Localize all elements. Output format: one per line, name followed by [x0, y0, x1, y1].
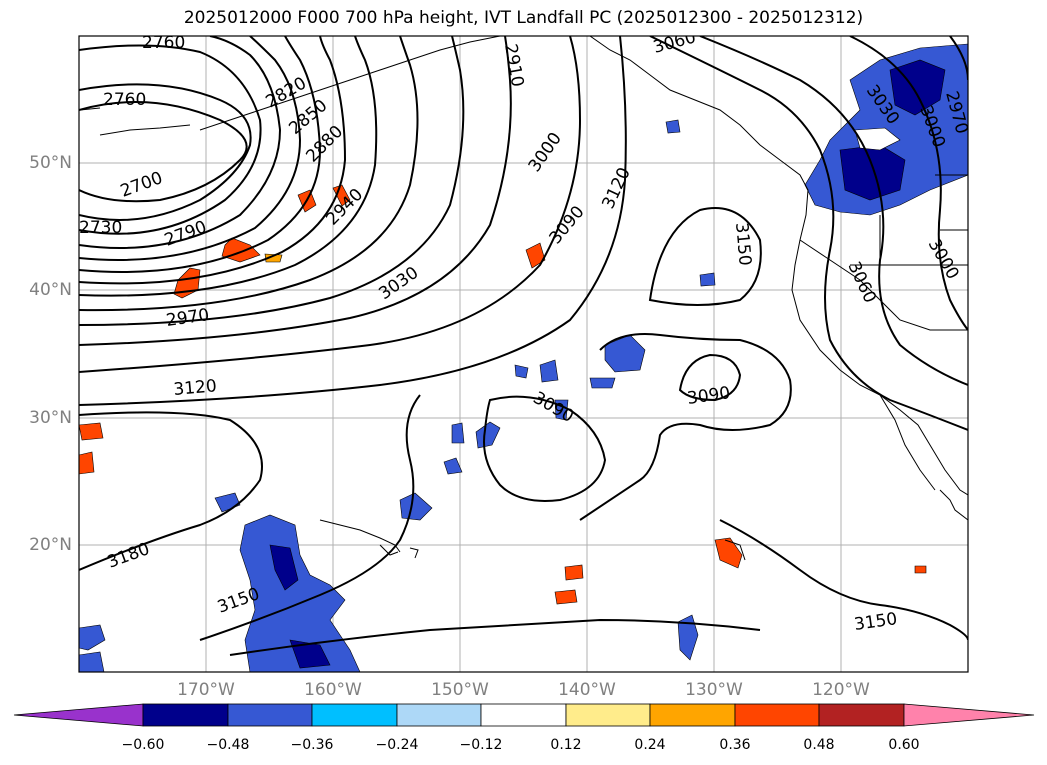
colorbar-swatch [480, 703, 567, 727]
colorbar-swatch [734, 703, 820, 727]
lon-label-150w: 150°W [431, 680, 489, 700]
colorbar-swatch [227, 703, 313, 727]
lat-label-30n: 30°N [29, 408, 72, 428]
colorbar-tick: −0.60 [121, 737, 165, 753]
lon-label-160w: 160°W [304, 680, 362, 700]
colorbar [13, 703, 1035, 727]
map-frame [78, 35, 969, 673]
colorbar-swatch [565, 703, 651, 727]
lon-label-130w: 130°W [685, 680, 743, 700]
colorbar-tick: −0.24 [375, 737, 419, 753]
lat-label-50n: 50°N [29, 153, 72, 173]
lon-label-120w: 120°W [812, 680, 870, 700]
contour-label: 3150 [731, 222, 755, 267]
height-contours [79, 36, 968, 656]
colorbar-swatch [649, 703, 736, 727]
colorbar-tick: −0.48 [206, 737, 250, 753]
colorbar-swatch [311, 703, 398, 727]
gridlines [79, 36, 968, 672]
contour-label: 2760 [142, 33, 185, 53]
colorbar-extend-low [13, 703, 144, 727]
colorbar-tick: 0.24 [634, 737, 666, 753]
colorbar-extend-high [903, 703, 1035, 727]
contour-label: 3120 [173, 376, 218, 400]
contour-label: 2760 [103, 90, 146, 110]
colorbar-tick: 0.48 [803, 737, 835, 753]
lat-label-20n: 20°N [29, 535, 72, 555]
colorbar-tick: 0.36 [719, 737, 751, 753]
lon-label-170w: 170°W [177, 680, 235, 700]
contour-label: 2730 [79, 218, 122, 238]
colorbar-tick: −0.36 [290, 737, 334, 753]
colorbar-tick: −0.12 [459, 737, 503, 753]
colorbar-tick: 0.12 [550, 737, 582, 753]
lat-label-40n: 40°N [29, 280, 72, 300]
coastlines [79, 36, 968, 561]
colorbar-swatch [818, 703, 905, 727]
colorbar-tick: 0.60 [888, 737, 920, 753]
colorbar-swatch [142, 703, 229, 727]
lon-label-140w: 140°W [558, 680, 616, 700]
ivt-negative-shading [79, 43, 968, 672]
colorbar-swatch [396, 703, 482, 727]
map-title: 2025012000 F000 700 hPa height, IVT Land… [183, 8, 864, 28]
map-area [79, 36, 968, 672]
